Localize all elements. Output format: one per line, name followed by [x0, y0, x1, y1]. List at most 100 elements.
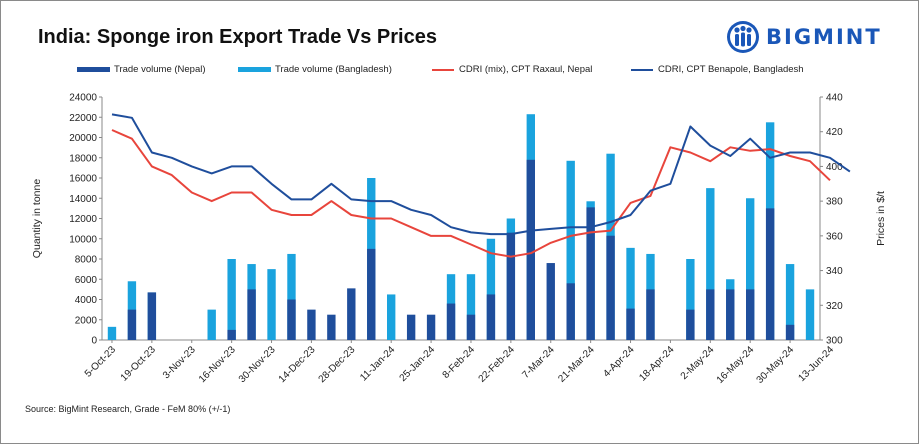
y-tick-label: 2000 — [75, 315, 98, 326]
bar-nepal — [686, 309, 695, 340]
x-tick-label: 22-Feb-24 — [477, 344, 518, 385]
y-tick-label: 18000 — [69, 153, 97, 164]
bar-bangladesh — [686, 259, 695, 340]
y-tick-label: 22000 — [69, 113, 97, 124]
y2-tick-label: 400 — [826, 162, 843, 173]
bar-bangladesh — [566, 160, 575, 340]
bar-bangladesh — [387, 294, 396, 340]
y-tick-label: 10000 — [69, 234, 97, 245]
bar-nepal — [247, 289, 256, 340]
y-tick-label: 4000 — [75, 295, 98, 306]
y2-tick-label: 360 — [826, 231, 843, 242]
line-benapole-price — [111, 113, 851, 236]
x-tick-label: 25-Jan-24 — [398, 344, 438, 384]
y-axis-title: Quantity in tonne — [31, 179, 43, 259]
bar-bangladesh — [785, 264, 795, 340]
bar-nepal — [307, 309, 316, 340]
legend-swatch-bangladesh-volume — [238, 67, 271, 72]
bar-nepal — [706, 289, 715, 340]
legend-label: CDRI (mix), CPT Raxaul, Nepal — [459, 64, 593, 75]
bar-bangladesh — [107, 326, 117, 340]
bar-bangladesh — [227, 259, 236, 340]
bar-nepal — [746, 289, 755, 340]
y-tick-label: 14000 — [69, 194, 97, 205]
y-tick-label: 6000 — [75, 275, 98, 286]
x-tick-label: 21-Mar-24 — [556, 344, 597, 385]
y-tick-label: 0 — [91, 336, 97, 347]
bar-nepal — [566, 283, 575, 340]
y-tick-label: 12000 — [69, 214, 97, 225]
bar-nepal — [426, 314, 436, 340]
legend-swatch-nepal-volume — [77, 67, 110, 72]
legend-label: Trade volume (Nepal) — [114, 64, 206, 75]
bar-bangladesh — [287, 253, 296, 340]
x-tick-label: 13-Jun-24 — [796, 344, 836, 384]
x-tick-label: 8-Feb-24 — [441, 344, 478, 381]
x-tick-label: 28-Dec-23 — [317, 344, 358, 385]
y2-tick-label: 340 — [826, 266, 843, 277]
bar-bangladesh — [706, 188, 715, 340]
x-tick-label: 4-Apr-24 — [601, 344, 637, 380]
y2-axis-title: Prices in $/t — [875, 191, 887, 246]
y2-tick-label: 420 — [826, 127, 843, 138]
x-tick-label: 30-Nov-23 — [237, 344, 278, 385]
bar-nepal — [127, 309, 137, 340]
bar-bangladesh — [466, 274, 476, 340]
logo-text: BIGMINT — [766, 25, 882, 49]
legend-swatch-raxaul-price — [432, 68, 454, 71]
legend: Trade volume (Nepal) Trade volume (Bangl… — [0, 62, 919, 80]
x-tick-label: 30-May-24 — [755, 344, 797, 386]
bar-nepal — [606, 235, 615, 340]
y-tick-label: 16000 — [69, 174, 97, 185]
bar-bangladesh — [746, 198, 755, 340]
x-tick-label: 14-Dec-23 — [277, 344, 318, 385]
x-tick-label: 2-May-24 — [679, 344, 717, 382]
bar-nepal — [367, 248, 376, 340]
bar-bangladesh — [486, 238, 496, 340]
bar-nepal — [506, 232, 516, 340]
chart-title: India: Sponge iron Export Trade Vs Price… — [38, 26, 437, 48]
legend-item-raxaul-price: CDRI (mix), CPT Raxaul, Nepal — [432, 64, 592, 75]
bigmint-logo: BIGMINT — [726, 20, 882, 54]
bar-nepal — [327, 314, 336, 340]
x-tick-label: 19-Oct-23 — [119, 344, 159, 384]
x-tick-label: 7-Mar-24 — [520, 344, 557, 381]
bar-nepal — [765, 208, 775, 340]
bar-bangladesh — [626, 247, 635, 340]
legend-swatch-benapole-price — [631, 68, 653, 71]
bar-nepal — [626, 308, 635, 340]
bigmint-logo-icon — [727, 21, 759, 53]
line-raxaul-price — [111, 129, 831, 258]
legend-label: Trade volume (Bangladesh) — [275, 64, 392, 75]
bar-nepal — [526, 159, 535, 340]
y2-tick-label: 320 — [826, 301, 843, 312]
y-tick-label: 20000 — [69, 133, 97, 144]
bar-nepal — [147, 292, 157, 340]
x-tick-label: 5-Oct-23 — [83, 344, 119, 380]
bar-nepal — [347, 288, 356, 340]
bar-nepal — [227, 329, 236, 340]
x-tick-label: 18-Apr-24 — [637, 344, 677, 384]
y-tick-label: 8000 — [75, 255, 98, 266]
bar-nepal — [287, 299, 296, 340]
y2-tick-label: 380 — [826, 197, 843, 208]
bar-nepal — [586, 207, 595, 340]
bar-nepal — [466, 314, 476, 340]
y2-tick-label: 440 — [826, 93, 843, 104]
bar-nepal — [486, 294, 496, 340]
x-tick-label: 16-Nov-23 — [197, 344, 238, 385]
bar-nepal — [646, 289, 655, 340]
y2-tick-label: 300 — [826, 336, 843, 347]
x-tick-label: 11-Jan-24 — [358, 344, 397, 383]
y-tick-label: 24000 — [69, 93, 97, 104]
legend-item-nepal-volume: Trade volume (Nepal) — [77, 64, 206, 75]
bar-bangladesh — [805, 289, 815, 340]
bar-nepal — [785, 324, 795, 340]
bar-bangladesh — [267, 269, 276, 340]
x-tick-label: 3-Nov-23 — [161, 344, 198, 381]
legend-item-benapole-price: CDRI, CPT Benapole, Bangladesh — [631, 64, 804, 75]
bar-nepal — [546, 263, 555, 340]
bar-bangladesh — [207, 309, 216, 340]
source-note: Source: BigMint Research, Grade - FeM 80… — [25, 404, 231, 414]
